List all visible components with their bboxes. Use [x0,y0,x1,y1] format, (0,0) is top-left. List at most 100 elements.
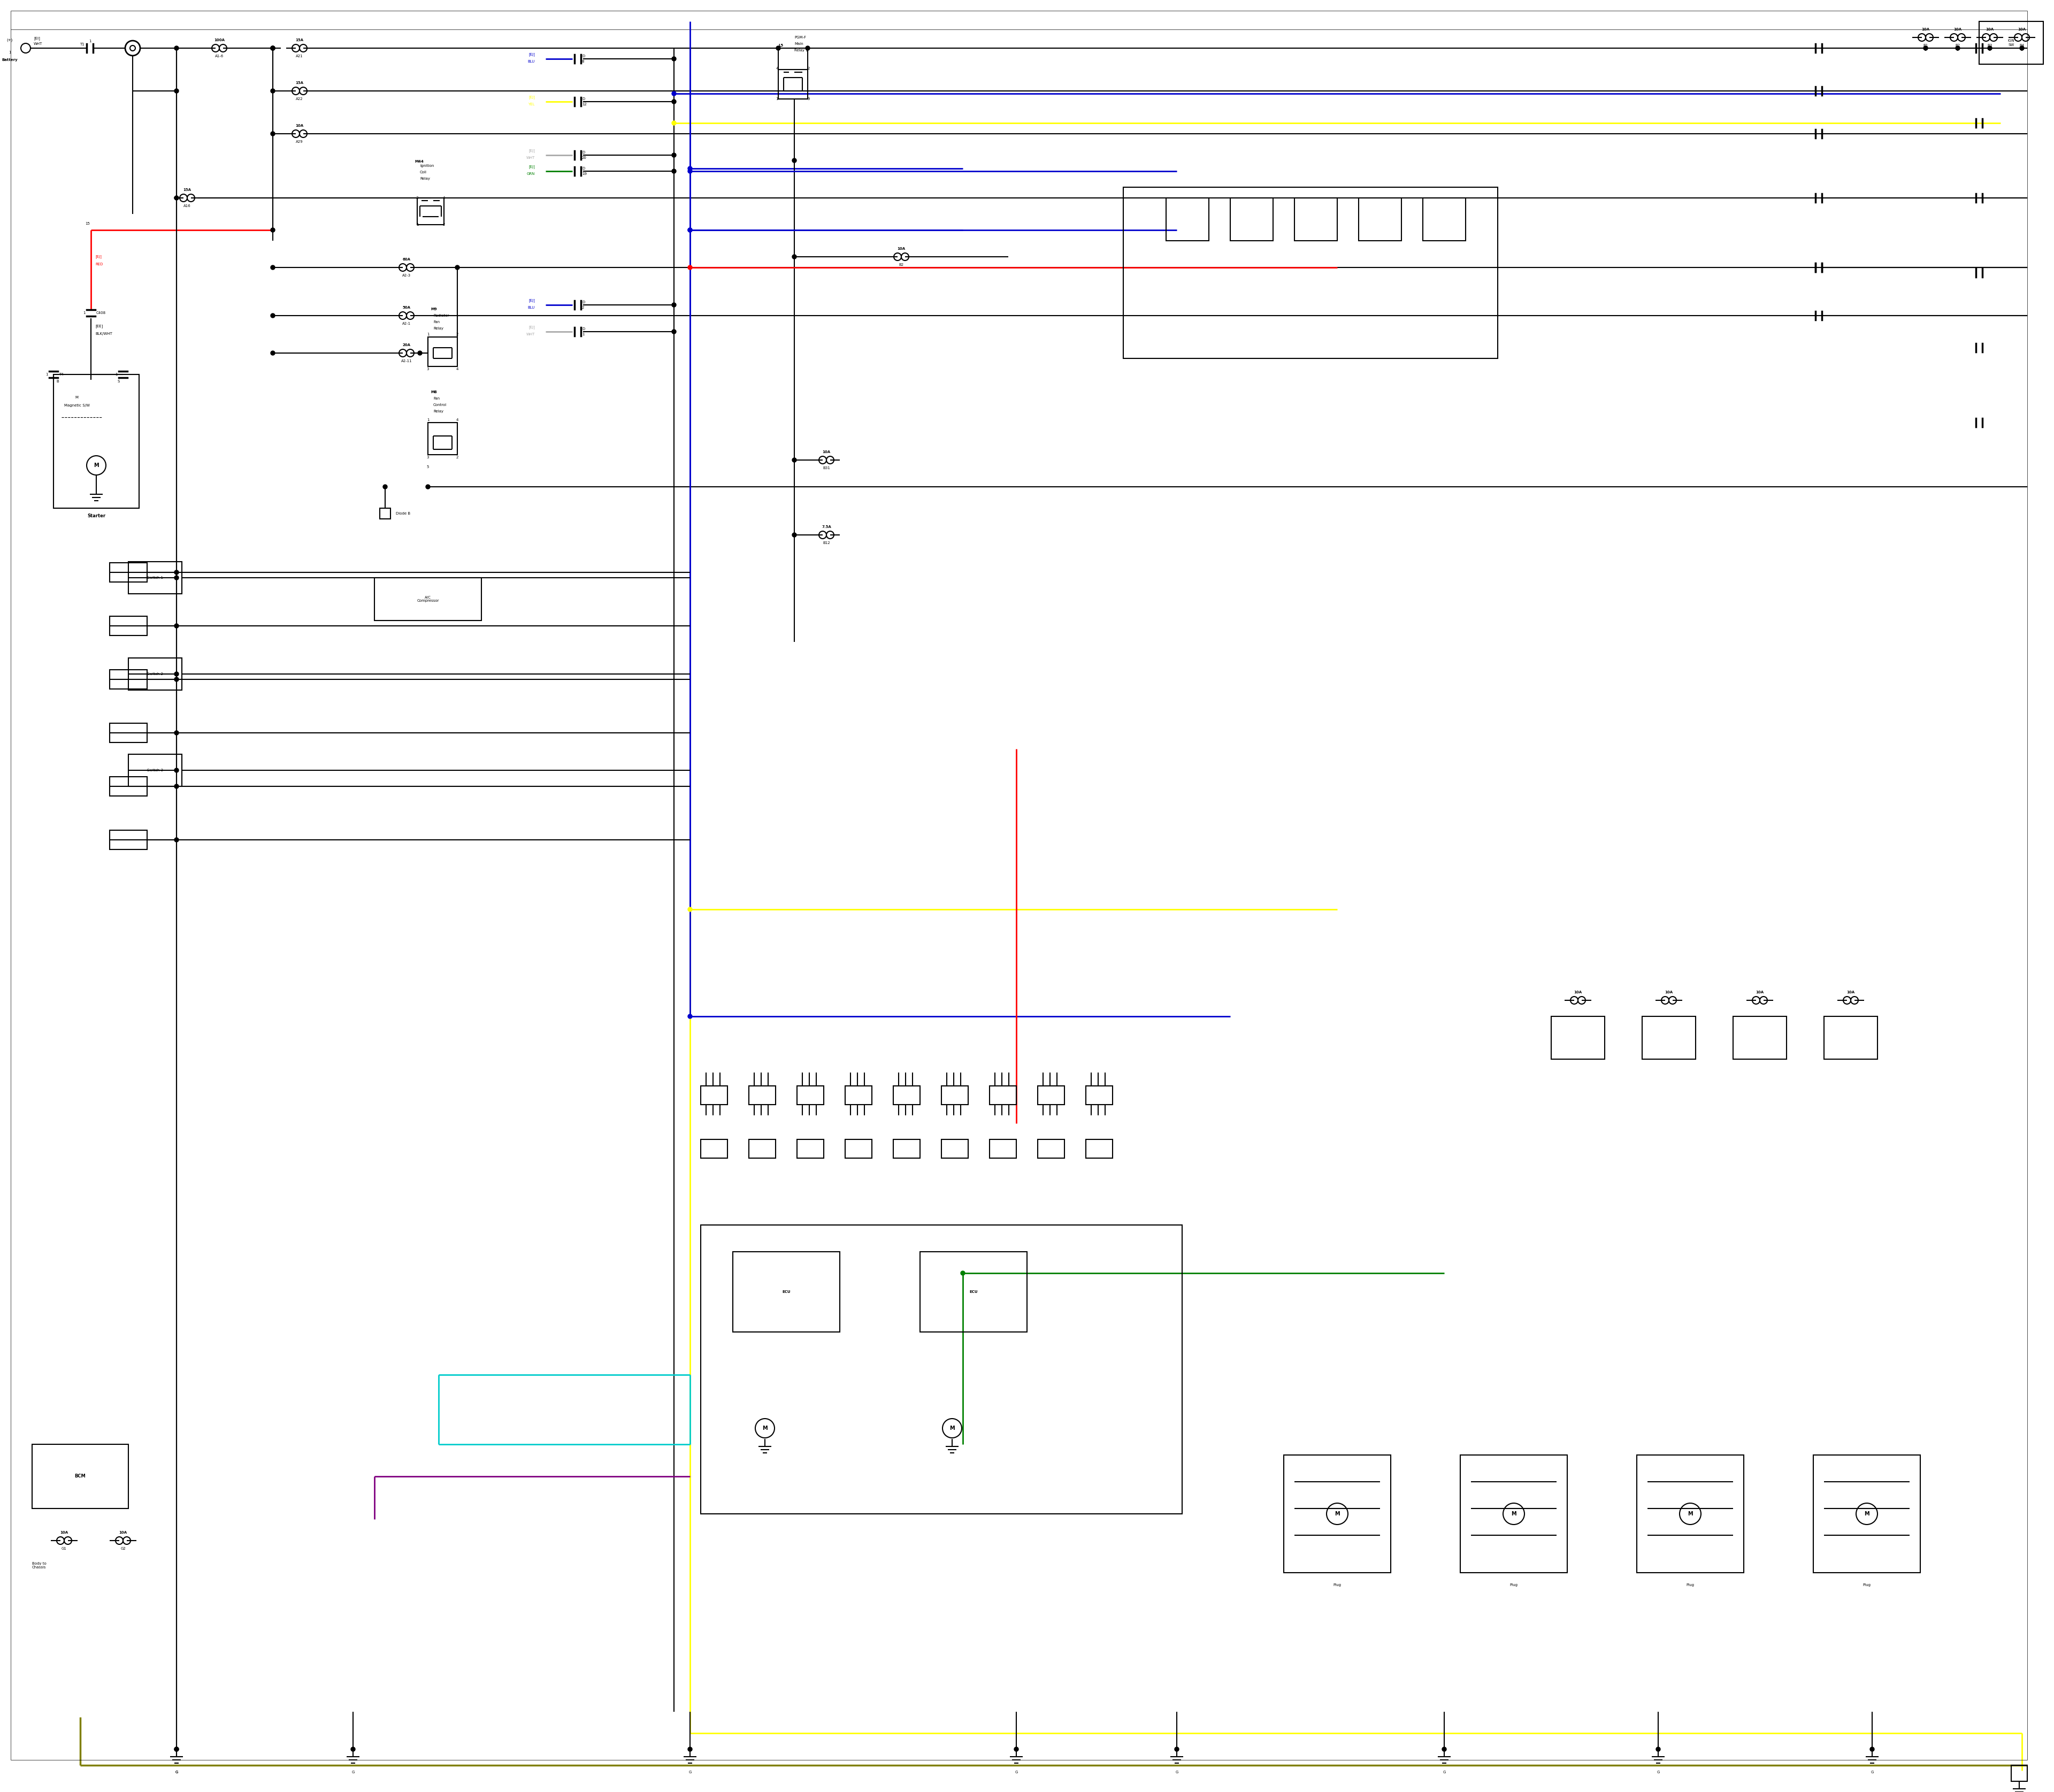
Text: 3: 3 [427,367,429,371]
Text: [EI]: [EI] [33,36,39,39]
Text: M44: M44 [415,159,423,163]
Text: WHT: WHT [526,156,534,159]
Circle shape [271,90,275,93]
Text: [EJ]: [EJ] [528,149,534,152]
Text: [EJ]: [EJ] [528,299,534,303]
Text: 4: 4 [444,197,446,199]
Circle shape [271,47,275,50]
Text: 10A: 10A [1573,991,1582,995]
Circle shape [1175,1747,1179,1751]
Text: [EJ]: [EJ] [528,95,534,99]
Text: Plug: Plug [1863,1584,1871,1586]
Text: [EJ]: [EJ] [528,326,534,330]
Circle shape [805,47,809,50]
Bar [700,1140,727,1158]
Text: Plug: Plug [1510,1584,1518,1586]
Text: G2: G2 [121,1546,125,1550]
Text: 10A: 10A [1953,29,1962,30]
Text: 20A: 20A [403,344,411,346]
Text: 9: 9 [807,97,809,100]
Circle shape [175,677,179,681]
Text: IGN
SW: IGN SW [2009,39,2015,47]
Text: 10A: 10A [1756,991,1764,995]
Text: R1: R1 [1923,43,1929,47]
Circle shape [175,769,179,772]
Text: Plug: Plug [1333,1584,1341,1586]
Circle shape [271,351,275,355]
Text: [EJ]: [EJ] [528,52,534,56]
Text: D: D [581,167,585,170]
Text: B2: B2 [900,263,904,267]
Text: M: M [1335,1511,1339,1516]
Bar [1087,1086,1113,1104]
Text: D: D [581,54,585,57]
Text: G: G [1175,1770,1179,1774]
Text: 1: 1 [417,222,419,226]
Text: A2-1: A2-1 [403,323,411,324]
Circle shape [417,351,421,355]
Circle shape [175,570,179,575]
Text: RED: RED [94,263,103,265]
Circle shape [688,228,692,233]
Text: Relay: Relay [433,326,444,330]
Text: [EJ]: [EJ] [94,254,101,258]
Bar [127,561,183,593]
Bar [1294,197,1337,240]
Bar [844,1140,871,1158]
Text: WHT: WHT [33,43,43,45]
Bar [778,70,807,99]
Text: 5: 5 [427,466,429,468]
Text: 15: 15 [84,222,90,226]
Text: M: M [1512,1511,1516,1516]
Bar [1358,197,1401,240]
Bar [1037,1086,1064,1104]
Circle shape [688,168,692,174]
Circle shape [688,1747,692,1751]
Text: [EJ]: [EJ] [528,165,534,168]
Text: M: M [1688,1511,1692,1516]
Text: 1: 1 [45,373,47,376]
Text: 1: 1 [88,39,90,43]
Text: Relay 1: Relay 1 [795,48,807,52]
Text: D: D [581,328,585,330]
Text: 15A: 15A [296,81,304,84]
Bar [844,1086,871,1104]
Text: 10A: 10A [1847,991,1855,995]
Bar [990,1140,1017,1158]
Text: M9: M9 [431,308,438,310]
Bar [1814,1455,1920,1573]
Text: 10A: 10A [822,450,830,453]
Text: ECU: ECU [783,1290,791,1294]
Circle shape [271,228,275,233]
Circle shape [175,90,179,93]
Bar [990,1086,1017,1104]
Text: G: G [1658,1770,1660,1774]
Bar [1124,186,1497,358]
Bar [1980,22,2044,65]
Circle shape [271,314,275,317]
Bar [109,563,148,582]
Text: A21: A21 [296,54,304,57]
Text: 10A: 10A [1986,29,1994,30]
Text: 2: 2 [807,66,809,70]
Circle shape [1955,47,1960,50]
Bar [33,1444,127,1509]
Bar [893,1140,920,1158]
Text: B12: B12 [824,541,830,545]
Bar [941,1140,967,1158]
Circle shape [175,785,179,788]
Text: R4: R4 [2019,43,2025,47]
Text: 20: 20 [581,156,587,159]
Circle shape [1656,1747,1660,1751]
Bar [109,830,148,849]
Text: 4: 4 [456,367,458,371]
Bar [127,658,183,690]
Bar [374,577,481,620]
Circle shape [1869,1747,1873,1751]
Circle shape [672,152,676,158]
Text: A22: A22 [296,97,304,100]
Circle shape [382,484,388,489]
Text: 15A: 15A [296,38,304,41]
Circle shape [688,907,692,912]
Circle shape [175,575,179,581]
